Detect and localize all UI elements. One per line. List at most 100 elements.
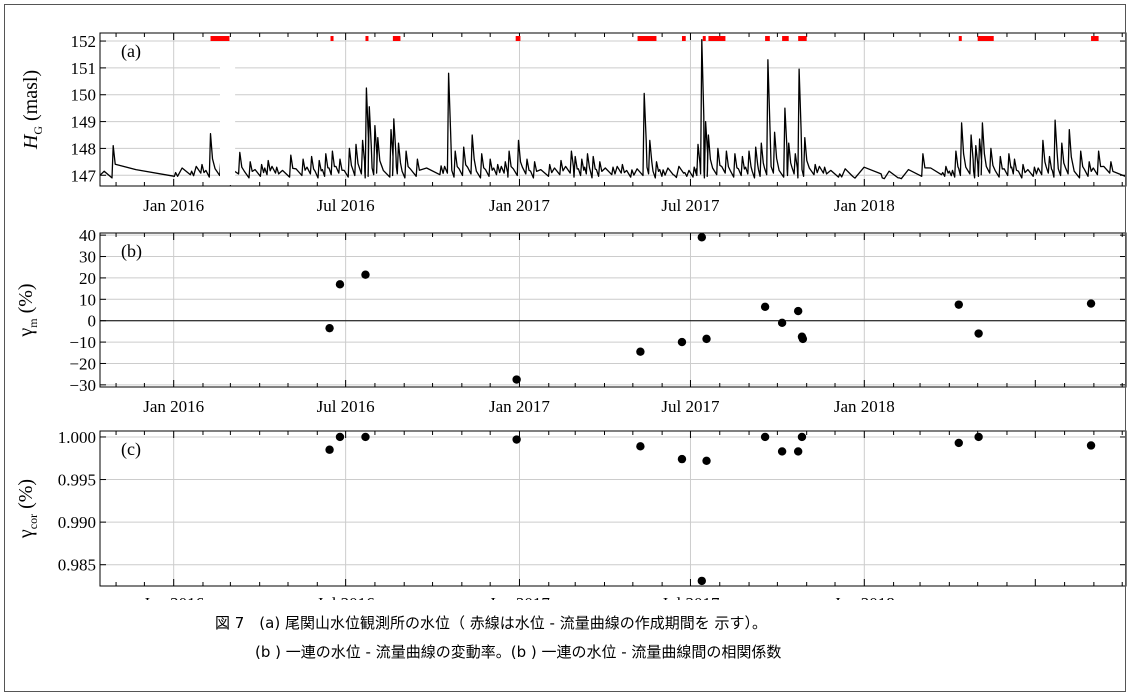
data-point [974,329,983,338]
x-tick-label: Jan 2016 [143,196,204,215]
rating-curve-period-marker [782,36,789,41]
data-point [325,445,334,454]
panel-label: (b) [121,241,142,262]
data-point [636,442,645,451]
data-gap [219,53,236,185]
y-axis-title-unit: (masl) [20,70,42,126]
data-point [954,438,963,448]
x-tick-label: Jul 2016 [317,196,375,215]
data-point [512,435,521,444]
chart-canvas: 147 148 149 150 151 152 Jan 2016 Jul 2016 Jan 20… [15,32,1127,613]
data-point [702,456,711,466]
y-tick-label: 0.985 [58,556,96,575]
rating-curve-period-marker [702,36,706,41]
panel-a: 147 148 149 150 151 152 Jan 2016 Jul 2016 Jan 20… [20,32,1127,215]
data-point [677,454,687,464]
panel-label: (a) [121,41,141,62]
data-point [954,300,963,309]
y-tick-label: −10 [69,333,96,352]
caption-line-2: (b ) 一連の水位 - 流量曲線の変動率。(b ) 一連の水位 - 流量曲線間… [255,643,782,661]
y-axis-title-subscript: cor [26,514,40,529]
rating-curve-period-marker [958,36,962,41]
data-point [777,318,787,328]
water-level-series [99,39,1127,180]
data-point [697,233,707,242]
rating-curve-period-marker [681,36,686,41]
rating-curve-period-marker [708,36,726,41]
data-point [697,576,707,586]
rating-curve-period-marker [765,36,770,41]
data-point [361,270,370,279]
data-point [793,306,803,316]
plot-frame [99,430,1127,587]
rating-curve-period-marker [637,36,657,41]
data-point [335,280,345,289]
y-axis-title-unit: (%) [15,283,37,318]
rating-curve-period-marker [1091,36,1099,41]
y-axis-title: γm (%) [15,283,40,337]
data-point [760,302,770,311]
data-point [677,337,687,347]
data-point [335,432,345,442]
x-tick-label: Jul 2017 [661,196,720,215]
y-tick-label: 30 [79,248,96,267]
panel-b: −30 −20 −10 0 10 20 30 40 Jan 2016 Jul 2016 Jan 20… [15,226,1127,416]
caption-line-1: 図 7 (a) 尾関山水位観測所の水位（ 赤線は水位 - 流量曲線の作成期間を … [215,614,767,632]
y-tick-label: 151 [71,59,97,78]
y-tick-label: 0.990 [58,513,96,532]
y-tick-label: 148 [71,139,97,158]
y-tick-label: −30 [69,376,96,395]
rating-curve-period-marker [515,36,521,41]
rating-curve-period-marker [330,36,334,41]
rating-curve-period-marker [798,36,807,41]
y-axis-title: HG (masl) [20,70,45,150]
data-point [512,375,521,384]
data-point [760,432,770,442]
y-tick-label: 0.995 [58,471,96,490]
y-axis-title-unit: (%) [15,479,37,514]
y-tick-label: 40 [79,226,96,245]
y-tick-label: 149 [71,113,97,132]
plot-frame [99,232,1127,388]
y-axis-title-subscript: G [31,126,45,135]
y-axis-title-symbol: H [20,133,42,150]
rating-curve-period-marker [392,36,401,41]
rating-curve-period-marker [365,36,369,41]
y-tick-label: 147 [71,166,97,185]
plot-frame [99,32,1127,187]
data-point [797,432,807,442]
y-tick-label: 150 [71,86,97,105]
y-tick-label: −20 [69,354,96,373]
data-point [1086,441,1096,450]
data-point [974,432,983,442]
data-point [702,334,711,344]
x-tick-label: Jan 2018 [834,397,895,416]
y-tick-label: 1.000 [58,428,96,447]
y-axis-title: γcor (%) [15,479,40,539]
x-tick-label: Jan 2017 [489,397,550,416]
rating-curve-period-marker [210,36,230,41]
x-tick-label: Jan 2016 [143,397,204,416]
data-point [325,323,334,333]
x-tick-label: Jan 2018 [834,196,895,215]
x-tick-label: Jul 2017 [661,397,720,416]
panel-label: (c) [121,439,141,460]
rating-curve-period-marker [977,36,994,41]
x-tick-label: Jan 2017 [489,196,550,215]
x-tick-label: Jul 2016 [317,397,375,416]
y-axis-title-subscript: m [26,318,40,328]
y-tick-label: 0 [88,312,97,331]
y-tick-label: 10 [79,290,96,309]
data-point [793,447,803,456]
data-point [361,432,370,442]
data-point [1086,299,1096,308]
y-axis-title-symbol: γ [15,328,37,338]
data-point [798,334,808,344]
figure-frame [4,4,1126,692]
data-point [636,347,645,356]
y-axis-title-symbol: γ [15,529,37,539]
y-tick-label: 152 [71,32,97,51]
data-point [777,447,787,456]
y-tick-label: 20 [79,269,96,288]
